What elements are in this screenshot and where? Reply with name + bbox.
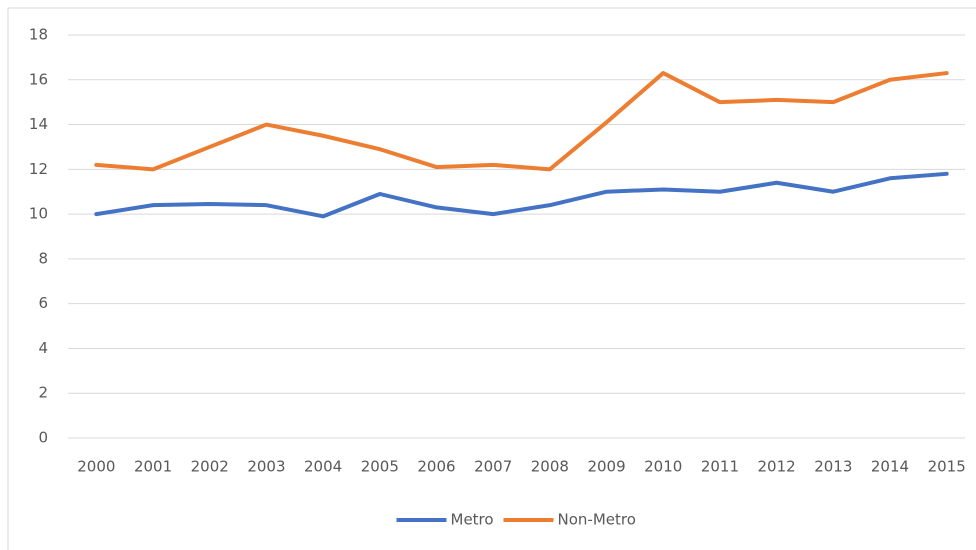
x-tick-label: 2011 [701,458,739,476]
x-tick-label: 2004 [304,458,342,476]
chart-frame [7,7,976,550]
y-tick-label: 8 [38,249,48,267]
legend-label: Metro [451,511,494,529]
data-line [94,71,949,172]
x-tick-label: 2005 [361,458,399,476]
x-tick-label: 2001 [134,458,172,476]
y-tick-label: 4 [38,339,48,357]
x-tick-label: 2000 [77,458,115,476]
y-tick-label: 18 [29,26,48,44]
x-tick-label: 2007 [474,458,512,476]
x-tick-label: 2006 [417,458,455,476]
x-tick-label: 2010 [644,458,682,476]
x-tick-label: 2003 [247,458,285,476]
x-tick-label: 2013 [814,458,852,476]
y-tick-label: 16 [29,70,48,88]
y-tick-label: 6 [38,294,48,312]
x-tick-label: 2002 [191,458,229,476]
y-tick-label: 12 [29,160,48,178]
data-line [94,171,949,219]
x-tick-label: 2015 [928,458,966,476]
y-tick-label: 10 [29,205,48,223]
y-tick-label: 2 [38,384,48,402]
x-tick-label: 2009 [587,458,625,476]
x-tick-label: 2014 [871,458,909,476]
legend-label: Non-Metro [558,511,636,529]
y-tick-label: 14 [29,115,48,133]
x-tick-label: 2008 [531,458,569,476]
y-tick-label: 0 [38,429,48,447]
x-tick-label: 2012 [758,458,796,476]
